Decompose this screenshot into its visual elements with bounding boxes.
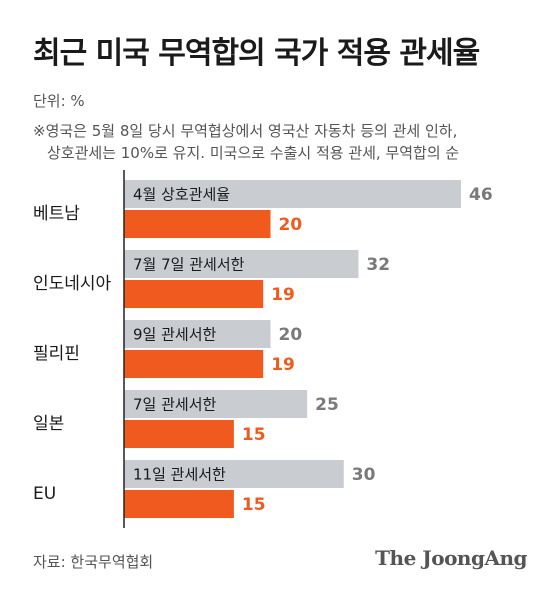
bar-inner-label: 11일 관세서한 <box>133 466 226 484</box>
bar-orange <box>124 280 264 308</box>
publisher-logo: The JoongAng <box>375 546 527 570</box>
data-label-orange: 19 <box>271 285 295 305</box>
bar-orange <box>124 210 271 238</box>
unit-label: 단위: % <box>33 92 85 110</box>
bar-inner-label: 4월 상호관세율 <box>133 186 230 204</box>
bar-orange <box>124 420 234 448</box>
data-label-orange: 15 <box>242 425 266 445</box>
bar-gray <box>124 250 359 278</box>
chart-title: 최근 미국 무역합의 국가 적용 관세율 <box>33 36 480 71</box>
bar-gray <box>124 460 344 488</box>
category-label: EU <box>33 484 56 504</box>
category-label: 필리핀 <box>33 344 80 364</box>
data-label-gray: 20 <box>279 325 303 345</box>
footnote-line-2: 상호관세는 10%로 유지. 미국으로 수출시 적용 관세, 무역합의 순 <box>47 144 460 162</box>
bar-gray <box>124 390 308 418</box>
category-label: 일본 <box>33 414 64 434</box>
bar-inner-label: 7월 7일 관세서한 <box>133 256 245 274</box>
bar-chart: 베트남 4월 상호관세율 46 20 인도네시아 7월 7일 관세서한 32 19 필리핀 9일 … <box>33 170 493 528</box>
data-label-gray: 30 <box>352 465 376 485</box>
bar-inner-label: 9일 관세서한 <box>133 326 217 344</box>
footnote-line-1: ※영국은 5월 8일 당시 무역협상에서 영국산 자동차 등의 관세 인하, <box>33 122 458 140</box>
category-label: 베트남 <box>33 204 80 224</box>
data-label-orange: 15 <box>242 495 266 515</box>
category-label: 인도네시아 <box>33 274 112 294</box>
bar-inner-label: 7일 관세서한 <box>133 396 217 414</box>
data-label-orange: 20 <box>279 215 303 235</box>
bar-gray <box>124 320 271 348</box>
footnote: ※영국은 5월 8일 당시 무역협상에서 영국산 자동차 등의 관세 인하, 상… <box>33 120 533 164</box>
data-label-gray: 46 <box>469 185 493 205</box>
bar-orange <box>124 490 234 518</box>
data-label-gray: 25 <box>315 395 339 415</box>
data-label-orange: 19 <box>271 355 295 375</box>
data-label-gray: 32 <box>366 255 390 275</box>
source-note: 자료: 한국무역협회 <box>33 553 154 571</box>
bar-orange <box>124 350 264 378</box>
bar-gray <box>124 180 461 208</box>
